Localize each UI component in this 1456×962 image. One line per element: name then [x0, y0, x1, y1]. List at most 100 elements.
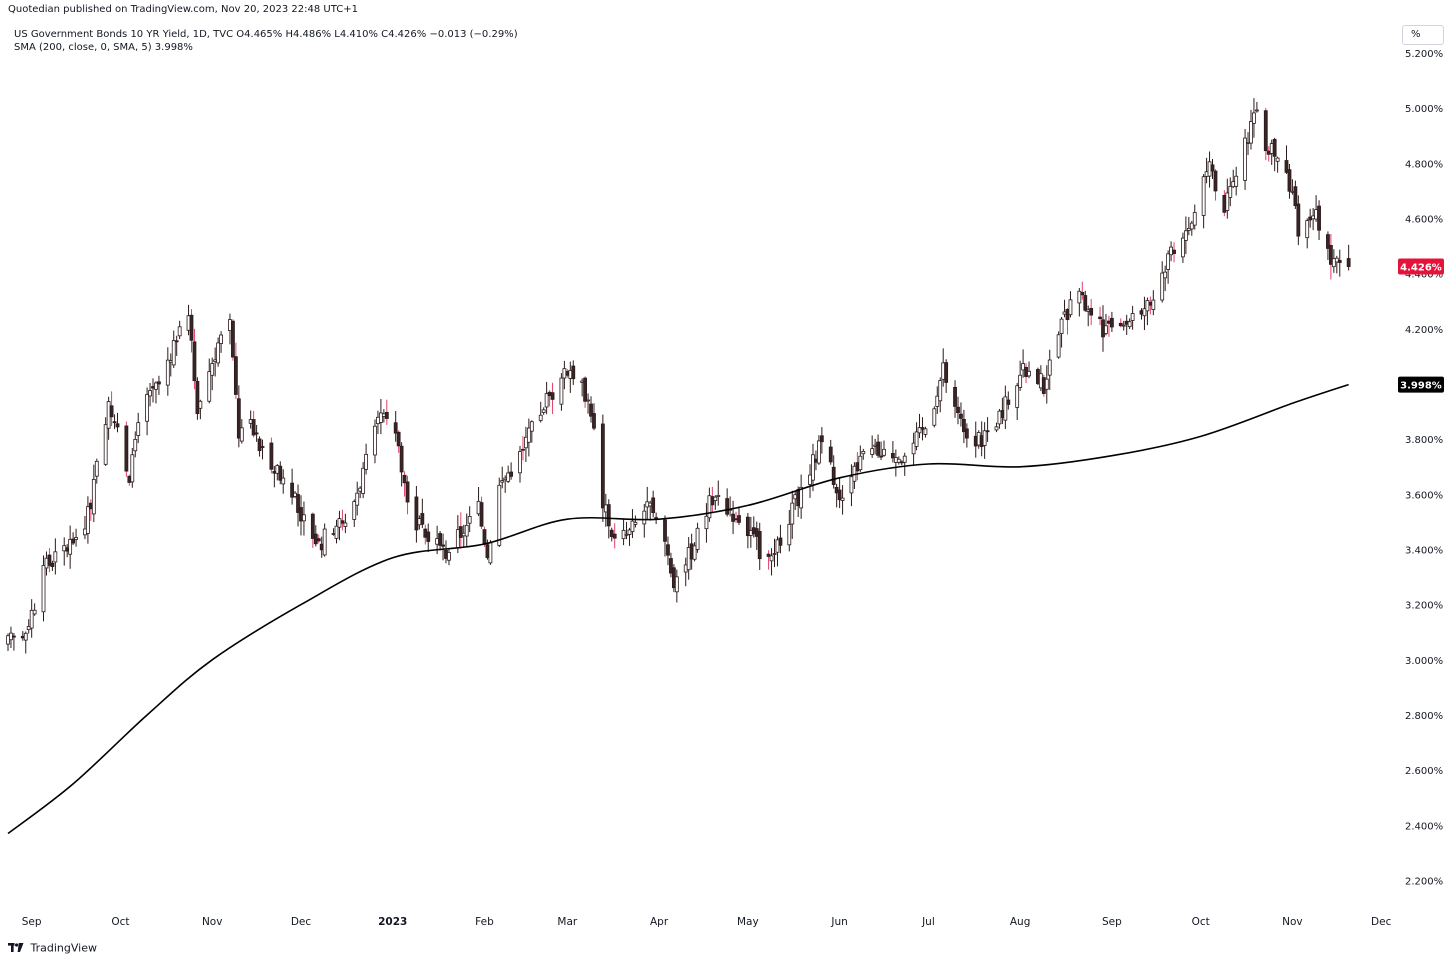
candle-body: [524, 436, 528, 449]
candle-body: [476, 500, 481, 515]
candle-body: [316, 538, 321, 542]
candle-body: [855, 462, 860, 472]
candle-body: [914, 431, 919, 447]
candle-body: [154, 382, 158, 390]
candle-body: [1121, 324, 1126, 327]
percent-scale-button[interactable]: %: [1402, 25, 1444, 45]
candle-body: [1003, 396, 1008, 421]
candle-body: [778, 537, 783, 546]
candle-body: [669, 558, 673, 574]
candle-body: [633, 521, 638, 525]
candle-body: [1255, 109, 1259, 112]
candle-body: [814, 458, 818, 463]
candle-body: [725, 498, 730, 515]
candle-body: [521, 448, 525, 451]
candle-body: [103, 424, 108, 465]
candle-body: [716, 494, 721, 497]
candle-body: [544, 393, 549, 408]
candle-body: [198, 400, 203, 409]
candle-body: [627, 529, 632, 535]
candle-body: [1317, 205, 1321, 231]
candle-body: [378, 412, 383, 423]
candle-body: [1314, 209, 1318, 220]
candle-body: [53, 551, 58, 563]
candle-body: [313, 533, 318, 545]
candle-body: [1044, 378, 1049, 390]
candle-body: [444, 549, 448, 559]
candle-body: [148, 390, 152, 397]
candle-body: [710, 496, 715, 506]
candle-body: [1225, 192, 1230, 211]
candle-body: [44, 557, 49, 569]
candle-body: [115, 423, 120, 428]
candle-body: [840, 497, 845, 501]
candle-body: [1077, 290, 1082, 304]
candle-body: [994, 426, 999, 431]
candle-body: [127, 475, 132, 483]
candle-body: [870, 448, 875, 455]
time-axis[interactable]: Sep Oct Nov Dec 2023 Feb Mar Apr May Jun Jul Aug Sep…: [22, 916, 1392, 928]
candle-body: [550, 392, 555, 400]
candle-body: [1142, 308, 1147, 317]
candle-body: [1015, 385, 1020, 408]
candle-body: [663, 519, 667, 542]
candle-body: [177, 326, 182, 337]
candle-body: [1148, 301, 1153, 306]
candle-body: [816, 440, 821, 464]
candle-body: [920, 427, 925, 430]
candle-body: [787, 523, 792, 546]
candle-body: [455, 529, 460, 549]
candle-body: [231, 320, 235, 358]
candle-body: [583, 377, 588, 402]
candle-body: [1243, 137, 1247, 181]
candle-body: [376, 416, 380, 425]
candle-body: [1181, 237, 1185, 258]
candle-body: [1006, 399, 1011, 405]
sma-line: [7, 383, 1349, 835]
candle-body: [1056, 334, 1061, 358]
last-price-badge-text: 4.426%: [1400, 263, 1442, 274]
candle-body: [1018, 374, 1023, 388]
candle-body: [393, 422, 398, 434]
candle-body: [612, 533, 617, 539]
last-price-badge-bg: [1398, 258, 1444, 275]
candle-body: [745, 516, 750, 537]
candle-body: [953, 386, 957, 407]
candle-body: [1160, 272, 1165, 301]
candle-body: [837, 489, 842, 501]
candle-body: [964, 428, 969, 439]
candle-body: [1290, 190, 1295, 193]
candle-body: [769, 555, 774, 562]
x-tick-label: Sep: [1102, 916, 1122, 928]
symbol-legend[interactable]: US Government Bonds 10 YR Yield, 1D, TVC…: [14, 29, 518, 40]
candle-body: [417, 518, 422, 526]
candle-body: [1334, 257, 1339, 263]
y-tick-label: 2.400%: [1405, 821, 1443, 832]
candle-body: [766, 553, 771, 557]
candle-body: [671, 567, 676, 589]
candle-body: [1204, 171, 1209, 177]
sma-legend[interactable]: SMA (200, close, 0, SMA, 5) 3.998%: [14, 42, 193, 53]
candle-body: [195, 380, 200, 414]
candle-body: [645, 501, 650, 508]
candle-body: [1027, 370, 1031, 377]
candle-body: [133, 438, 138, 452]
chart-legend[interactable]: US Government Bonds 10 YR Yield, 1D, TVC…: [14, 28, 518, 54]
candle-body: [1109, 317, 1114, 328]
candle-body: [337, 518, 342, 528]
candle-body: [541, 409, 546, 413]
top-bar: Quotedian published on TradingView.com, …: [0, 0, 1456, 20]
candle-body: [630, 520, 635, 532]
price-axis[interactable]: 5.200%5.000%4.800%4.600%4.400%4.200%4.00…: [1405, 49, 1443, 887]
price-badges: 4.426% 3.998%: [1398, 258, 1444, 393]
candle-body: [278, 465, 283, 481]
candle-body: [902, 455, 907, 463]
candle-body: [355, 492, 360, 506]
candle-body: [213, 359, 218, 363]
candle-body: [529, 421, 534, 432]
y-tick-label: 3.200%: [1405, 601, 1443, 612]
x-tick-label: Nov: [202, 916, 223, 928]
candle-body: [793, 494, 798, 500]
candle-body: [674, 576, 679, 593]
